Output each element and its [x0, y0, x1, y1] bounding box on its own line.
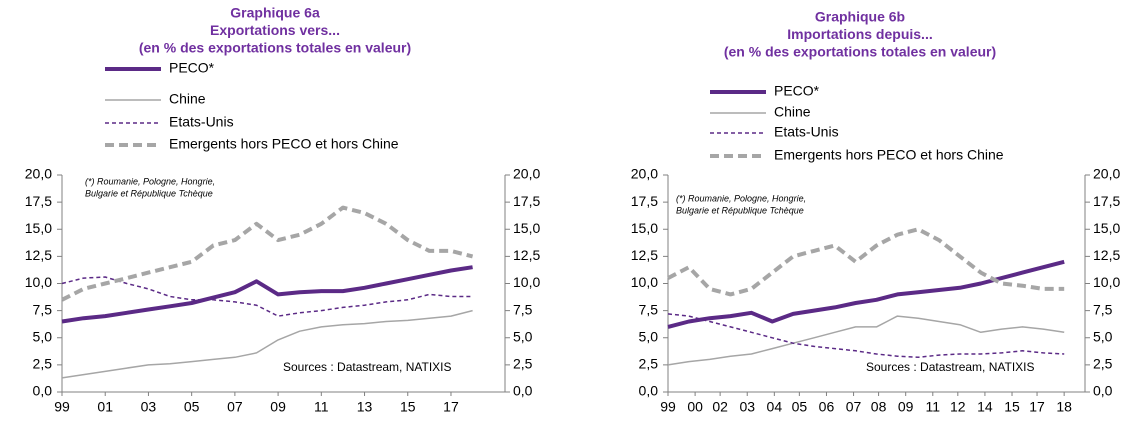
legend-label: PECO* [169, 60, 215, 76]
series-line [61, 265, 473, 324]
x-tick-label: 11 [314, 399, 329, 415]
y-tick-label: 5,0 [639, 328, 659, 344]
footnote: Bulgarie et République Tchèque [85, 188, 213, 198]
chart-title: Graphique 6b [815, 9, 905, 25]
x-tick-label: 07 [227, 399, 243, 415]
x-tick-label: 12 [950, 399, 966, 415]
legend-label: Chine [774, 104, 811, 120]
x-tick-label: 01 [97, 399, 113, 415]
series-line [667, 259, 1065, 329]
y2-tick-label: 10,0 [513, 274, 540, 290]
legend-label: Etats-Unis [774, 124, 839, 140]
x-tick-label: 17 [443, 399, 459, 415]
y-tick-label: 0,0 [639, 383, 659, 399]
x-tick-label: 99 [660, 399, 676, 415]
x-tick-label: 02 [712, 399, 728, 415]
legend-label: Emergents hors PECO et hors Chine [169, 136, 399, 152]
y2-tick-label: 12,5 [513, 247, 540, 263]
x-tick-label: 07 [846, 399, 862, 415]
y2-tick-label: 20,0 [1093, 166, 1120, 182]
y2-tick-label: 5,0 [513, 328, 533, 344]
legend-label: PECO* [774, 83, 820, 99]
y2-tick-label: 17,5 [513, 193, 540, 209]
series-line [61, 309, 473, 379]
legend-label: Emergents hors PECO et hors Chine [774, 147, 1004, 163]
x-tick-label: 03 [141, 399, 157, 415]
y-tick-label: 12,5 [25, 247, 52, 263]
y-tick-label: 7,5 [639, 301, 659, 317]
x-tick-label: 99 [54, 399, 70, 415]
y2-tick-label: 7,5 [1093, 301, 1113, 317]
y2-tick-label: 17,5 [1093, 193, 1120, 209]
legend-label: Chine [169, 91, 206, 107]
y-tick-label: 12,5 [631, 247, 658, 263]
x-tick-label: 15 [400, 399, 416, 415]
y2-tick-label: 12,5 [1093, 247, 1120, 263]
y-tick-label: 20,0 [25, 166, 52, 182]
footnote: Bulgarie et République Tchèque [676, 205, 804, 215]
y2-tick-label: 0,0 [513, 383, 533, 399]
y-tick-label: 7,5 [33, 301, 53, 317]
series-line [667, 315, 1065, 366]
x-tick-label: 04 [767, 399, 783, 415]
x-tick-label: 08 [871, 399, 887, 415]
x-tick-label: 05 [792, 399, 808, 415]
series-line [667, 313, 1065, 359]
y-tick-label: 2,5 [33, 356, 53, 372]
y-tick-label: 2,5 [639, 356, 659, 372]
series-line [667, 227, 1065, 297]
x-tick-label: 14 [977, 399, 993, 415]
y2-tick-label: 15,0 [1093, 220, 1120, 236]
y-tick-label: 10,0 [631, 274, 658, 290]
y2-tick-label: 15,0 [513, 220, 540, 236]
x-tick-label: 09 [898, 399, 914, 415]
x-tick-label: 17 [1029, 399, 1045, 415]
series-line [61, 205, 474, 302]
source: Sources : Datastream, NATIXIS [866, 360, 1035, 374]
source: Sources : Datastream, NATIXIS [283, 360, 452, 374]
y2-tick-label: 5,0 [1093, 328, 1113, 344]
series-line [61, 276, 473, 317]
y-tick-label: 15,0 [631, 220, 658, 236]
chart-title: (en % des exportations totales en valeur… [139, 40, 411, 56]
y2-tick-label: 0,0 [1093, 383, 1113, 399]
footnote: (*) Roumanie, Pologne, Hongrie, [85, 176, 215, 186]
y2-tick-label: 10,0 [1093, 274, 1120, 290]
y-tick-label: 5,0 [33, 328, 53, 344]
x-tick-label: 09 [270, 399, 286, 415]
chart-title: Exportations vers... [210, 22, 340, 38]
y2-tick-label: 7,5 [513, 301, 533, 317]
x-tick-label: 03 [739, 399, 755, 415]
y-tick-label: 20,0 [631, 166, 658, 182]
legend-label: Etats-Unis [169, 114, 234, 130]
y2-tick-label: 20,0 [513, 166, 540, 182]
x-tick-label: 11 [926, 399, 941, 415]
chart-title: Importations depuis... [787, 26, 932, 42]
x-tick-label: 06 [819, 399, 835, 415]
x-tick-label: 15 [1004, 399, 1020, 415]
chart-title: (en % des exportations totales en valeur… [724, 44, 996, 60]
y2-tick-label: 2,5 [513, 356, 533, 372]
y-tick-label: 0,0 [33, 383, 53, 399]
y-tick-label: 17,5 [25, 193, 52, 209]
x-tick-label: 18 [1056, 399, 1072, 415]
x-tick-label: 05 [184, 399, 200, 415]
y2-tick-label: 2,5 [1093, 356, 1113, 372]
chart-title: Graphique 6a [230, 5, 320, 21]
footnote: (*) Roumanie, Pologne, Hongrie, [676, 193, 806, 203]
y-tick-label: 15,0 [25, 220, 52, 236]
y-tick-label: 17,5 [631, 193, 658, 209]
x-tick-label: 00 [687, 399, 703, 415]
x-tick-label: 13 [357, 399, 373, 415]
y-tick-label: 10,0 [25, 274, 52, 290]
